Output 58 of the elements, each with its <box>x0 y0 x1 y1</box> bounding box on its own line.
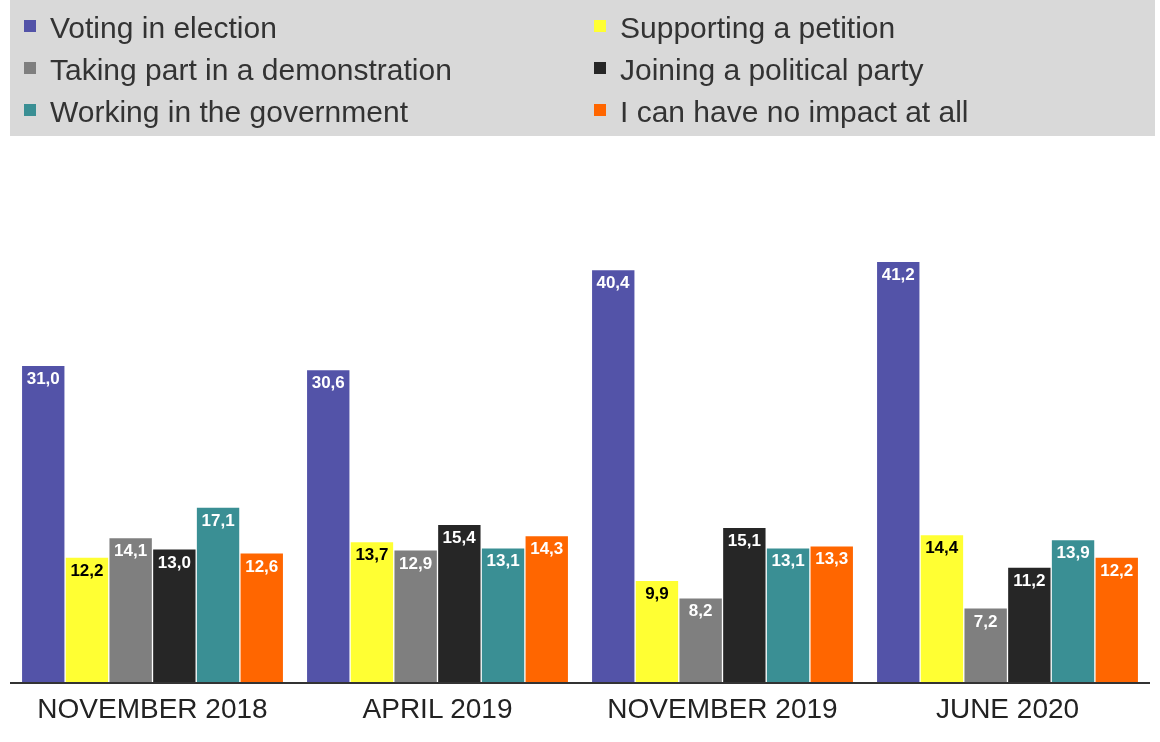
bar <box>679 598 722 682</box>
bar <box>481 548 525 682</box>
data-label: 40,4 <box>596 273 631 293</box>
data-label: 8,2 <box>688 601 713 621</box>
data-label: 13,9 <box>1056 543 1090 563</box>
legend-label: Taking part in a demonstration <box>50 52 452 86</box>
data-label: 31,0 <box>26 369 60 389</box>
legend-label: Joining a political party <box>620 52 924 86</box>
data-label: 14,1 <box>114 541 148 561</box>
data-label: 12,2 <box>1100 560 1134 580</box>
data-label: 13,3 <box>815 549 849 569</box>
legend-label: Supporting a petition <box>620 10 896 44</box>
bar <box>766 548 810 682</box>
x-tick-label: APRIL 2019 <box>362 692 513 724</box>
bar <box>525 536 568 682</box>
bar <box>350 542 394 682</box>
data-label: 41,2 <box>881 265 915 285</box>
data-label: 17,1 <box>201 510 235 530</box>
bar <box>635 581 679 682</box>
bar <box>438 525 481 682</box>
data-label: 13,1 <box>771 551 805 571</box>
bar <box>394 550 437 682</box>
bar <box>877 262 920 682</box>
bar <box>65 557 109 682</box>
bar <box>920 535 964 682</box>
bar <box>1008 567 1051 682</box>
bar <box>153 549 196 682</box>
data-label: 14,4 <box>925 538 959 558</box>
x-tick-label: NOVEMBER 2018 <box>37 692 268 724</box>
bar <box>109 538 152 682</box>
bar <box>196 507 240 682</box>
bar <box>240 553 283 682</box>
legend-label: I can have no impact at all <box>620 94 969 128</box>
data-label: 15,4 <box>442 528 477 548</box>
data-label: 7,2 <box>973 611 998 631</box>
x-tick-label: JUNE 2020 <box>935 692 1080 724</box>
data-label: 15,1 <box>727 531 761 551</box>
data-label: 11,2 <box>1013 570 1046 590</box>
bar <box>1095 557 1138 682</box>
data-label: 13,7 <box>355 545 389 565</box>
bar <box>1051 540 1095 682</box>
legend-label: Working in the government <box>50 94 409 128</box>
data-label: 13,1 <box>486 551 520 571</box>
bar <box>810 546 853 682</box>
bar <box>964 608 1007 682</box>
x-tick-label: NOVEMBER 2019 <box>607 692 838 724</box>
bar <box>723 528 766 682</box>
data-label: 13,0 <box>157 552 191 572</box>
legend-label: Voting in election <box>50 10 277 44</box>
data-label: 30,6 <box>311 373 345 393</box>
data-label: 9,9 <box>645 584 669 604</box>
data-label: 14,3 <box>530 539 564 559</box>
data-label: 12,2 <box>70 560 104 580</box>
bar <box>307 370 350 682</box>
bar <box>592 270 635 682</box>
bar <box>22 366 65 682</box>
data-label: 12,6 <box>245 556 279 576</box>
data-label: 12,9 <box>399 553 433 573</box>
